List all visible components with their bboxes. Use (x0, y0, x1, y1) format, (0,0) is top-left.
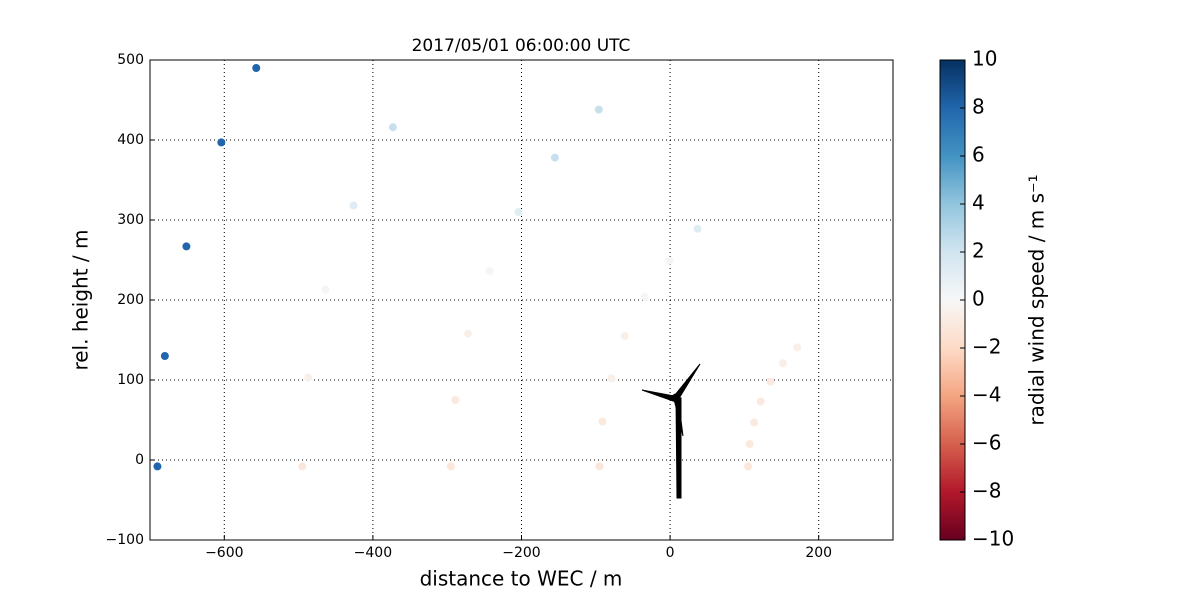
point (550, 153, 559, 162)
colorbar-tick-label: 0 (972, 287, 985, 311)
y-tick-label: 300 (117, 212, 144, 228)
x-tick-label: −600 (205, 545, 243, 561)
y-tick-label: 100 (117, 372, 144, 388)
point (620, 332, 629, 340)
colorbar-tick-label: 6 (972, 143, 985, 167)
y-tick-label: −100 (106, 532, 144, 548)
point (766, 377, 775, 386)
point (304, 373, 313, 382)
point (182, 242, 191, 251)
point (793, 343, 802, 352)
point (594, 105, 603, 114)
point (756, 397, 765, 406)
colorbar-tick-label: −8 (972, 479, 1001, 503)
y-tick-label: 0 (135, 452, 144, 468)
colorbar-label: radial wind speed / m s⁻¹ (1025, 174, 1049, 425)
x-tick-label: −200 (502, 545, 540, 561)
point (665, 256, 674, 265)
chart-title: 2017/05/01 06:00:00 UTC (412, 36, 631, 56)
point (321, 285, 330, 294)
point (744, 462, 753, 471)
point (640, 292, 649, 301)
point (446, 462, 455, 471)
point (349, 201, 358, 210)
turbine (641, 363, 701, 499)
y-tick-label: 200 (117, 292, 144, 308)
x-axis-label: distance to WEC / m (420, 567, 623, 591)
point (388, 123, 397, 132)
colorbar-tick-label: −6 (972, 431, 1001, 455)
y-tick-label: 400 (117, 132, 144, 148)
colorbar-tick-label: 4 (972, 191, 985, 215)
point (464, 329, 473, 338)
point (252, 64, 261, 72)
point (745, 440, 754, 448)
colorbar-tick-label: 2 (972, 239, 985, 263)
point (595, 462, 604, 471)
colorbar-tick-label: −2 (972, 335, 1001, 359)
point (514, 208, 523, 216)
point (298, 462, 307, 471)
colorbar-tick-label: −10 (972, 527, 1014, 551)
point (693, 224, 702, 233)
colorbar-tick-label: 10 (972, 47, 997, 71)
point (598, 417, 607, 426)
y-axis-label: rel. height / m (69, 229, 93, 370)
point (779, 359, 788, 368)
point (485, 267, 494, 276)
colorbar-tick-label: −4 (972, 383, 1001, 407)
colorbar-tick-label: 8 (972, 95, 985, 119)
point (153, 462, 162, 471)
x-tick-label: 0 (666, 545, 675, 561)
point (451, 396, 460, 404)
x-tick-label: −400 (354, 545, 392, 561)
plot-area (150, 59, 893, 541)
point (607, 374, 616, 383)
point (217, 138, 226, 147)
x-tick-label: 200 (805, 545, 832, 561)
point (160, 352, 169, 360)
point (750, 418, 759, 427)
y-tick-label: 500 (117, 52, 144, 68)
